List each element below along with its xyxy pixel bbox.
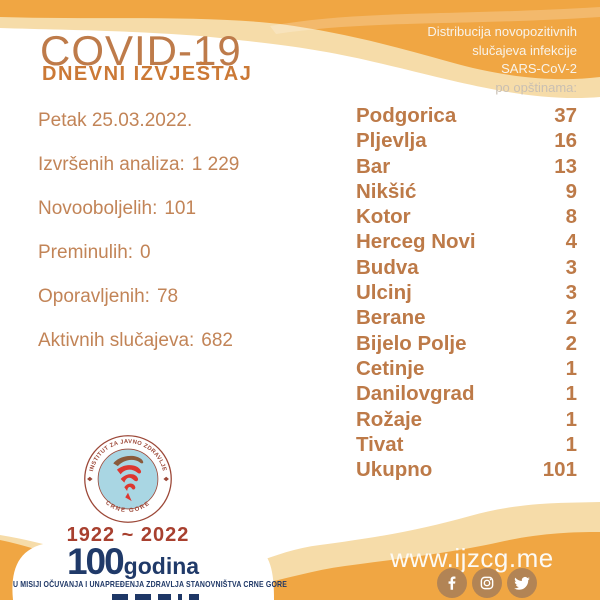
municipality-row: Ulcinj 3 [356, 281, 577, 306]
municipality-count: 1 [565, 382, 577, 406]
centenary-number: 100 [66, 541, 125, 582]
municipality-count: 37 [554, 104, 577, 127]
stat-value: 1 229 [191, 154, 240, 175]
municipality-count: 3 [565, 255, 577, 279]
stat-value: 0 [140, 242, 151, 263]
stat-value: 78 [156, 286, 179, 307]
centenary-years: 1922 ~ 2022 [66, 524, 190, 546]
municipality-count: 4 [565, 230, 577, 254]
institute-seal-logo: INSTITUT ZA JAVNO ZDRAVLJE CRNE GORE [84, 435, 172, 523]
municipality-name: Tivat [356, 432, 404, 456]
stat-new-cases: Novooboljelih: 101 [38, 198, 196, 220]
stat-deaths: Preminulih: 0 [38, 242, 151, 264]
municipality-count: 2 [565, 306, 577, 330]
municipality-list: Podgorica 37 Pljevlja 16 Bar 13 Nikšić 9 Kot… [356, 104, 577, 483]
stat-recovered: Oporavljenih: 78 [38, 286, 178, 308]
municipality-name: Ulcinj [356, 281, 412, 305]
municipality-row: Rožaje 1 [356, 408, 577, 433]
municipality-count: 1 [565, 432, 577, 456]
municipality-count: 2 [565, 331, 577, 355]
municipality-count: 101 [542, 458, 577, 482]
twitter-icon[interactable] [507, 568, 537, 598]
logo-right-diamond [163, 476, 169, 482]
distribution-heading-line: po opštinama: [495, 79, 577, 95]
centenary-logo: 100 godina [53, 541, 213, 582]
header-wave-decoration [0, 0, 600, 99]
stat-value: 682 [201, 330, 233, 351]
municipality-row: Cetinje 1 [356, 357, 577, 382]
logo-inner-circle [97, 448, 159, 510]
stat-label: Izvršenih analiza: [38, 154, 185, 175]
logo-left-diamond [87, 476, 93, 482]
cutoff-logo-marks [112, 594, 199, 600]
municipality-name: Budva [356, 255, 419, 279]
logo-flame-emblem [113, 455, 144, 502]
municipality-row: Pljevlja 16 [356, 129, 577, 154]
distribution-heading: Distribucija novopozitivnih slučajeva in… [427, 23, 577, 97]
stat-value: 101 [164, 198, 197, 219]
stat-active-cases: Aktivnih slučajeva: 682 [38, 330, 233, 352]
stat-label: Preminulih: [38, 242, 134, 263]
municipality-row: Podgorica 37 [356, 104, 577, 129]
stat-label: Novooboljelih: [38, 198, 158, 219]
municipality-row: Bijelo Polje 2 [356, 332, 577, 357]
municipality-name: Kotor [356, 205, 411, 229]
municipality-name: Nikšić [356, 179, 417, 203]
distribution-heading-line: Distribucija novopozitivnih [427, 24, 577, 39]
municipality-name: Danilovgrad [356, 382, 475, 406]
municipality-name: Rožaje [356, 407, 423, 431]
stat-analyses: Izvršenih analiza: 1 229 [38, 154, 239, 176]
municipality-row: Berane 2 [356, 306, 577, 331]
mission-statement: U MISIJI OČUVANJA I UNAPREĐENJA ZDRAVLJA… [13, 579, 288, 589]
municipality-name: Bijelo Polje [356, 331, 467, 355]
municipality-name: Pljevlja [356, 129, 427, 153]
municipality-name: Cetinje [356, 356, 425, 380]
stat-label: Aktivnih slučajeva: [38, 330, 195, 351]
municipality-row: Nikšić 9 [356, 180, 577, 205]
municipality-name: Bar [356, 154, 391, 178]
municipality-count: 9 [565, 179, 577, 203]
centenary-word: godina [123, 553, 200, 579]
municipality-count: 1 [565, 407, 577, 431]
municipality-name: Ukupno [356, 458, 433, 482]
municipality-count: 3 [565, 281, 577, 305]
distribution-heading-line: slučajeva infekcije [472, 42, 577, 58]
municipality-row: Bar 13 [356, 155, 577, 180]
report-date: Petak 25.03.2022. [38, 110, 199, 132]
municipality-row: Kotor 8 [356, 205, 577, 230]
municipality-count: 8 [565, 205, 577, 229]
distribution-heading-line: SARS-CoV-2 [501, 61, 577, 76]
page-title: COVID-19 [40, 27, 242, 74]
municipality-name: Podgorica [356, 104, 457, 127]
stat-label: Petak 25.03.2022. [38, 110, 193, 131]
municipality-name: Herceg Novi [356, 230, 476, 254]
stat-label: Oporavljenih: [38, 286, 150, 307]
instagram-icon[interactable] [472, 568, 502, 598]
municipality-row-total: Ukupno 101 [356, 458, 577, 483]
municipality-row: Danilovgrad 1 [356, 382, 577, 407]
municipality-count: 13 [554, 154, 577, 178]
municipality-row: Tivat 1 [356, 433, 577, 458]
municipality-count: 16 [554, 129, 577, 153]
municipality-count: 1 [565, 356, 577, 380]
municipality-row: Herceg Novi 4 [356, 230, 577, 255]
social-icons-row [437, 568, 537, 598]
page-subtitle: DNEVNI IZVJEŠTAJ [42, 63, 253, 85]
municipality-name: Berane [356, 306, 426, 330]
municipality-row: Budva 3 [356, 256, 577, 281]
facebook-icon[interactable] [437, 568, 467, 598]
